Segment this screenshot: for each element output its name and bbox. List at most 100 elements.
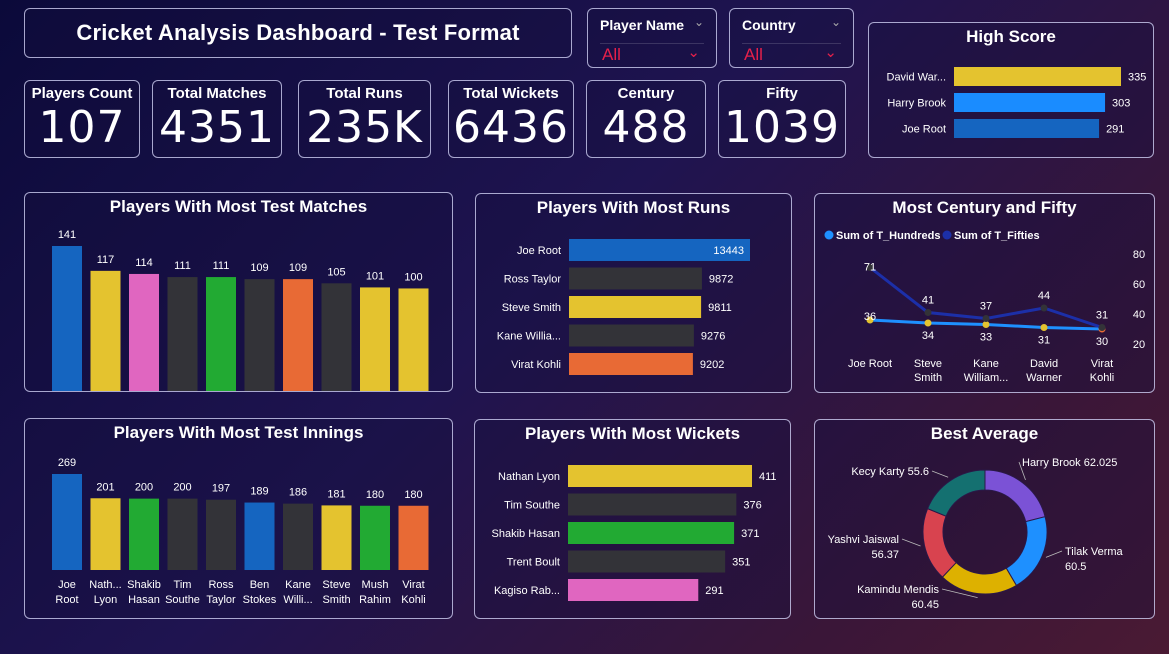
data-label: 31 <box>1096 310 1108 322</box>
data-label: 201 <box>96 481 114 493</box>
data-label: 100 <box>404 271 422 283</box>
bar <box>91 498 121 570</box>
dashboard-title-text: Cricket Analysis Dashboard - Test Format <box>76 20 519 46</box>
century-fifty-panel: Most Century and Fifty Sum of T_Hundreds… <box>814 193 1155 393</box>
category-label: Virat <box>1091 358 1113 370</box>
data-point <box>1041 324 1048 331</box>
bar <box>206 500 236 570</box>
country-slicer-value[interactable]: All <box>744 45 763 65</box>
bar <box>569 296 701 318</box>
category-label: Ben <box>250 579 270 591</box>
most-matches-panel: Players With Most Test Matches 141JoeRoo… <box>24 192 453 392</box>
category-label: Steve Smith <box>502 302 561 314</box>
legend-label: Sum of T_Fifties <box>954 230 1040 242</box>
slice-label: Kecy Karty 55.6 <box>851 466 929 478</box>
slice-label: Harry Brook 62.025 <box>1022 457 1117 469</box>
category-label: Steve <box>322 579 350 591</box>
data-label: 9811 <box>708 302 732 314</box>
category-label: Trent Boult <box>507 557 560 569</box>
category-label: Willi... <box>283 594 312 606</box>
category-label: Stokes <box>243 594 277 606</box>
leader-line <box>902 539 921 546</box>
slice-label: 60.5 <box>1065 561 1086 573</box>
data-point <box>1041 305 1048 312</box>
data-label: 31 <box>1038 335 1050 347</box>
data-label: 351 <box>732 557 750 569</box>
category-label: Ross Taylor <box>504 274 562 286</box>
data-label: 111 <box>174 260 191 272</box>
legend-marker <box>825 231 834 240</box>
bar <box>168 499 198 570</box>
leader-line <box>1046 551 1062 557</box>
data-label: 9872 <box>709 274 733 286</box>
kpi-label: Total Wickets <box>449 85 573 102</box>
country-slicer[interactable]: Country ⌄ All ⌄ <box>729 8 854 68</box>
category-label: Smith <box>914 372 942 384</box>
most-innings-chart: 269 Joe Root 201 Nath... Lyon 200 Shakib Hasan 20… <box>25 419 452 618</box>
best-average-panel: Best Average Harry Brook 62.025 Tilak Ver… <box>814 419 1155 619</box>
bar <box>954 119 1099 138</box>
data-label: 371 <box>741 528 759 540</box>
donut-slice <box>1006 517 1047 586</box>
data-label: 36 <box>864 311 876 323</box>
data-label: 181 <box>327 488 345 500</box>
data-point <box>983 315 990 322</box>
data-label: 269 <box>58 457 76 469</box>
player-name-slicer-value[interactable]: All <box>602 45 621 65</box>
category-label: Mush <box>362 579 389 591</box>
bar <box>129 274 159 391</box>
data-label: 335 <box>1128 72 1146 84</box>
kpi-label: Fifty <box>719 85 845 102</box>
data-label: 9276 <box>701 331 725 343</box>
data-label: 41 <box>922 295 934 307</box>
slice-label: Kamindu Mendis <box>857 584 939 596</box>
bar <box>245 279 275 391</box>
kpi-label: Players Count <box>25 85 139 102</box>
chevron-down-icon[interactable]: ⌄ <box>831 15 841 29</box>
kpi-label: Century <box>587 85 705 102</box>
data-label: 141 <box>58 229 76 241</box>
category-label: William... <box>964 372 1009 384</box>
kpi-value: 107 <box>25 102 139 153</box>
donut-slice <box>942 563 1016 594</box>
category-label: Virat Kohli <box>511 359 561 371</box>
player-name-slicer[interactable]: Player Name ⌄ All ⌄ <box>587 8 717 68</box>
bar <box>168 277 198 391</box>
bar <box>52 246 82 391</box>
data-label: 180 <box>404 489 422 501</box>
data-label: 109 <box>250 262 268 274</box>
slice-label: 56.37 <box>871 549 899 561</box>
category-label: Kagiso Rab... <box>494 585 560 597</box>
category-label: Hasan <box>128 594 160 606</box>
kpi-players-count: Players Count 107 <box>24 80 140 158</box>
data-point <box>1099 324 1106 331</box>
chevron-down-icon[interactable]: ⌄ <box>824 43 837 61</box>
bar <box>322 505 352 570</box>
player-name-slicer-label: Player Name <box>600 17 684 33</box>
category-label: Harry Brook <box>887 98 946 110</box>
bar <box>283 279 313 391</box>
bar <box>399 288 429 391</box>
category-label: Kohli <box>401 594 425 606</box>
data-label: 186 <box>289 487 307 499</box>
category-label: Joe Root <box>902 124 946 136</box>
chevron-down-icon[interactable]: ⌄ <box>694 15 704 29</box>
category-label: Joe Root <box>848 358 892 370</box>
data-label: 200 <box>135 482 153 494</box>
data-label: 109 <box>289 262 307 274</box>
category-label: Kohli <box>1090 372 1114 384</box>
data-label: 30 <box>1096 336 1108 348</box>
data-label: 114 <box>135 257 153 269</box>
bar <box>568 494 736 516</box>
high-score-chart: David War... 335Harry Brook 303Joe Root 291 <box>869 23 1153 157</box>
high-score-panel: High Score David War... 335 Harry Brook 303… <box>868 22 1154 158</box>
chevron-down-icon[interactable]: ⌄ <box>687 43 700 61</box>
bar <box>129 499 159 570</box>
category-label: Virat <box>402 579 424 591</box>
data-label: 9202 <box>700 359 724 371</box>
best-average-chart: Harry Brook 62.025 Tilak Verma 60.5 Kamindu… <box>815 420 1154 618</box>
data-label: 13443 <box>713 245 744 257</box>
bar <box>206 277 236 391</box>
bar <box>322 283 352 391</box>
data-label: 33 <box>980 332 992 344</box>
